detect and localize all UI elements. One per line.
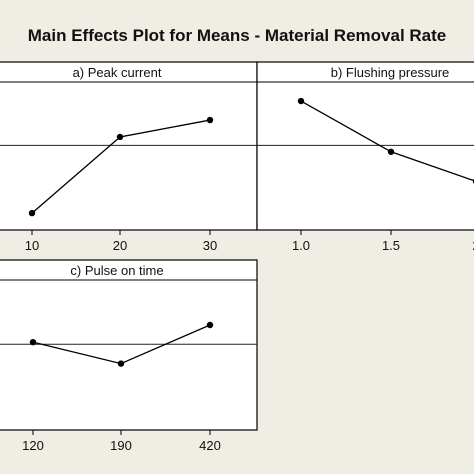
x-tick-label: 10 bbox=[25, 238, 39, 253]
panel-title: b) Flushing pressure bbox=[331, 65, 450, 80]
x-tick-label: 30 bbox=[203, 238, 217, 253]
x-tick-label: 420 bbox=[199, 438, 221, 453]
data-point bbox=[28, 209, 36, 217]
panel-title: c) Pulse on time bbox=[70, 263, 163, 278]
data-point bbox=[29, 338, 37, 346]
panel-2: b) Flushing pressure 1.0 1.5 2 bbox=[256, 61, 474, 253]
panel-3: c) Pulse on time 120 190 420 bbox=[0, 259, 258, 453]
x-tick-label: 1.0 bbox=[292, 238, 310, 253]
data-point bbox=[206, 321, 214, 329]
x-tick-label: 20 bbox=[113, 238, 127, 253]
x-tick-label: 1.5 bbox=[382, 238, 400, 253]
panels-layer: a) Peak current 10 20 30 b) Flushing pressur… bbox=[0, 61, 474, 453]
panel-title: a) Peak current bbox=[73, 65, 162, 80]
panel-frame bbox=[0, 259, 258, 431]
data-point bbox=[116, 133, 124, 141]
figure-title: Main Effects Plot for Means - Material R… bbox=[28, 26, 447, 45]
data-point bbox=[387, 148, 395, 155]
panel-frame bbox=[256, 61, 474, 231]
data-point bbox=[117, 360, 125, 367]
panel-frame bbox=[0, 61, 258, 231]
x-tick-label: 190 bbox=[110, 438, 132, 453]
panel-1: a) Peak current 10 20 30 bbox=[0, 61, 258, 253]
x-tick-label: 120 bbox=[22, 438, 44, 453]
data-point bbox=[206, 116, 214, 124]
x-tick-label: 2 bbox=[472, 238, 474, 253]
data-point bbox=[297, 97, 305, 105]
